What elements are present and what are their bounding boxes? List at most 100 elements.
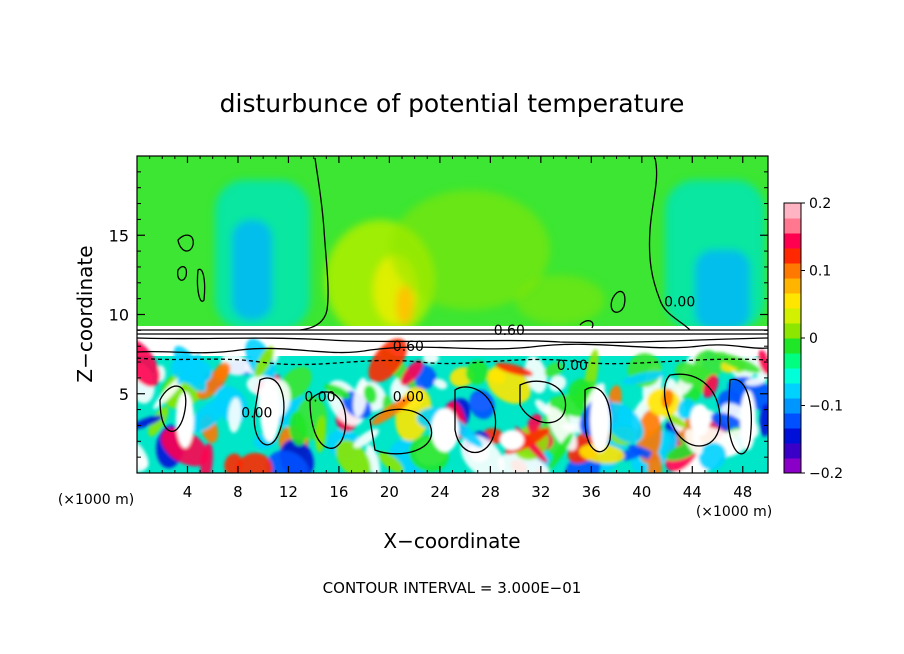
white-core [500,430,524,450]
x-tick-label: 24 [430,483,449,501]
turbulence-blob [714,351,761,373]
contour-label: 0.00 [241,406,272,422]
contour-line [584,386,612,453]
turbulence-blob [353,377,368,418]
turbulence-blob [465,360,489,385]
contour-line [177,234,194,252]
turbulence-blob [548,375,567,392]
colorbar-segment [784,353,801,369]
contour-line [309,391,347,449]
turbulence-blob [214,362,231,381]
x-unit-left: (×1000 m) [58,492,134,508]
x-tick-label: 4 [183,483,193,501]
turbulence-blob [527,413,543,433]
y-axis-ticks: 5 10 15 [109,171,768,458]
contour-line [137,357,768,366]
contour-line [579,320,594,329]
turbulence-blob [173,345,207,393]
white-core [690,404,710,436]
colorbar-tick-label: 0.1 [809,264,831,280]
turbulence-blob [148,406,169,437]
x-axis-label: X−coordinate [383,529,520,553]
contour-line [610,290,626,313]
contour-line [196,268,206,302]
lower-turbulent-layer [137,338,768,473]
y-tick-label: 5 [119,385,129,404]
turbulence-blob [288,411,307,446]
y-tick-label: 15 [109,226,129,245]
contour-label: 0.00 [304,390,335,406]
turbulence-blob [684,428,703,455]
contour-line [648,157,691,331]
contour-line [519,380,567,424]
colorbar-segment [784,398,801,414]
turbulence-blob [254,346,275,378]
turbulence-blob [190,398,227,433]
contour-label: 0.60 [494,323,525,339]
colorbar-segment [784,338,801,354]
turbulence-blobs [137,338,768,473]
lime-patch-right [515,275,605,325]
turbulence-blob [363,385,377,404]
turbulence-blob [495,362,533,377]
blue-column-left [232,220,272,320]
colorbar-segment [784,428,801,444]
orange-patch [396,285,414,325]
contour-line [253,377,285,446]
colorbar-segment [784,323,801,339]
heatmap-field: 0.60 0.60 0.00 0.00 0.00 0.00 0.00 [137,156,768,473]
turbulence-blob [524,355,548,394]
colorbar-segment [784,233,801,249]
turbulence-blob [702,374,719,398]
white-core [740,390,756,450]
turbulence-blob [647,451,662,473]
colorbar-segment [784,443,801,459]
colorbar-tick-label: 0.2 [809,196,831,212]
colorbar: 0.2 0.1 0 −0.1 −0.2 [783,196,843,482]
x-tick-label: 12 [279,483,298,501]
blue-column-right [695,250,750,330]
colorbar-segment [784,383,801,399]
contour-line [137,337,768,344]
turbulence-blob [548,432,574,470]
colorbar-segment [784,248,801,264]
turbulence-blob [727,376,768,411]
turbulence-blob [759,403,768,437]
contour-label: 0.60 [393,339,424,355]
x-tick-label: 20 [380,483,399,501]
turbulence-blob [365,444,381,473]
x-axis-ticks: 4 8 12 16 20 24 28 32 36 40 44 48 [149,156,756,501]
contour-line [727,378,752,455]
turbulence-blob [602,402,644,444]
turbulence-blob [698,442,727,471]
white-core [260,378,280,442]
x-tick-label: 28 [481,483,500,501]
colorbar-segment [784,263,801,279]
x-tick-label: 36 [582,483,601,501]
colorbar-segment [784,308,801,324]
contour-lines [137,157,768,455]
colorbar-tick-label: 0 [809,331,818,347]
turbulence-blob [315,415,326,453]
white-core [176,392,194,448]
colorbar-segment [784,413,801,429]
colorbar-segment [784,293,801,309]
turbulence-blob [137,440,149,469]
contour-line [454,386,497,454]
turbulence-blob [675,361,702,385]
contour-label: 0.00 [664,295,695,311]
colorbar-segment [784,278,801,294]
turbulence-blob [544,362,564,378]
turbulence-blob [371,395,412,426]
x-tick-label: 48 [733,483,752,501]
contour-label: 0.00 [393,390,424,406]
turbulence-blob [489,369,506,384]
y-axis-label: Z−coordinate [73,245,97,382]
contour-line [176,265,188,281]
colorbar-segment [784,458,801,474]
colorbar-segment [784,368,801,384]
contour-label: 0.00 [557,358,588,374]
contour-interval-note: CONTOUR INTERVAL = 3.000E−01 [323,579,582,597]
turbulence-blob [137,415,163,430]
